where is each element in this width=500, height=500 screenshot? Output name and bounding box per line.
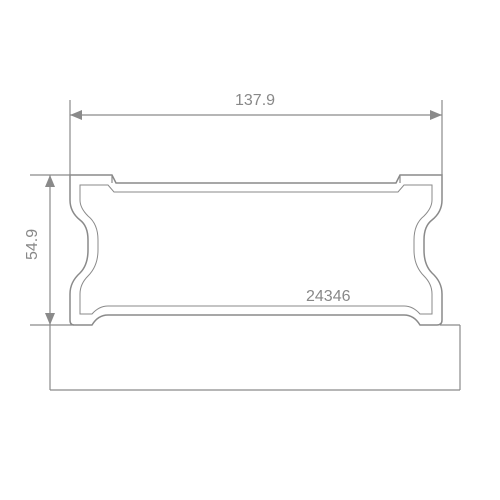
arrow-right bbox=[430, 110, 442, 120]
pad-inner-outline bbox=[80, 185, 432, 314]
arrow-top bbox=[45, 175, 55, 187]
technical-drawing-svg bbox=[0, 0, 500, 500]
pad-outer-outline bbox=[70, 175, 442, 325]
width-dimension-label: 137.9 bbox=[235, 92, 275, 110]
part-number-label: 24346 bbox=[306, 288, 351, 306]
height-dimension-label: 54.9 bbox=[24, 229, 42, 260]
drawing-canvas: 137.9 54.9 24346 bbox=[0, 0, 500, 500]
arrow-bottom bbox=[45, 313, 55, 325]
arrow-left bbox=[70, 110, 82, 120]
